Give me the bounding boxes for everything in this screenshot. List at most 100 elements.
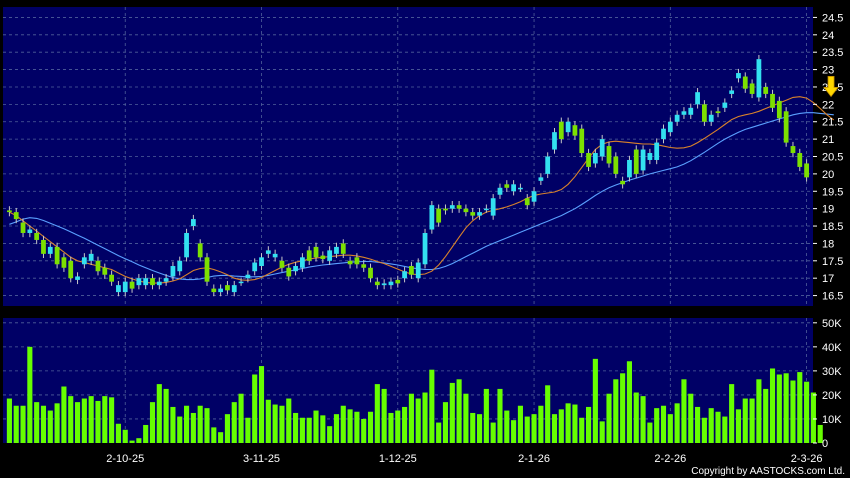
candle-up [729, 90, 735, 94]
candle-up [116, 285, 121, 293]
volume-bar [149, 402, 156, 443]
candle-up [688, 107, 694, 115]
candle-down [395, 279, 401, 284]
candle-up [627, 159, 632, 178]
price-grid [3, 7, 813, 306]
candle-up [667, 121, 673, 133]
volume-bar [177, 416, 183, 443]
price-tick-label: 17.5 [822, 256, 843, 268]
price-tick-label: 21.5 [822, 117, 843, 129]
volume-bar [115, 423, 121, 443]
volume-bar [136, 438, 142, 443]
candle-up [565, 121, 571, 133]
candle-down [374, 281, 380, 286]
volume-bar [688, 393, 694, 443]
volume-bar [476, 414, 483, 443]
volume-bar [633, 392, 639, 443]
volume-bar [190, 412, 196, 443]
candle-down [504, 184, 510, 188]
candle-down [204, 257, 210, 282]
volume-bar [695, 406, 701, 443]
volume-bar [88, 396, 94, 443]
volume-bar [647, 422, 653, 443]
candle-down [804, 163, 809, 178]
volume-bar [701, 417, 707, 443]
volume-bar [381, 388, 387, 443]
volume-bar [490, 422, 496, 443]
volume-tick-label: 20K [822, 390, 842, 402]
volume-bar [742, 398, 748, 443]
candle-down [742, 76, 748, 89]
down-arrow-icon [823, 76, 839, 98]
volume-bar [129, 440, 135, 443]
candle-down [211, 288, 217, 293]
candle-up [661, 128, 666, 140]
volume-bar [61, 386, 67, 443]
copyright-text: Copyright by AASTOCKS.com Ltd. [691, 466, 845, 477]
volume-bar [252, 374, 258, 443]
volume-bar [238, 393, 244, 443]
volume-bar [756, 379, 762, 443]
volume-bar [109, 397, 115, 443]
candle-down [129, 281, 135, 289]
candle-up [259, 257, 264, 267]
candle-down [715, 111, 721, 114]
volume-bar [551, 414, 558, 443]
volume-bar [483, 388, 489, 443]
candle-down [702, 104, 707, 122]
candle-up [402, 271, 407, 279]
volume-bar [810, 392, 816, 443]
volume-bar [347, 409, 353, 443]
candle-up [218, 288, 224, 293]
candle-up [231, 285, 237, 293]
volume-bar [804, 381, 810, 443]
volume-bar [102, 396, 108, 443]
volume-bar [74, 402, 81, 443]
candle-up [545, 156, 551, 174]
candle-down [313, 246, 319, 258]
price-tick-label: 24 [822, 30, 834, 42]
candle-down [558, 121, 564, 140]
candle-up [531, 191, 537, 202]
candle-up [674, 114, 680, 122]
candle-up [415, 262, 421, 279]
volume-bar [776, 374, 782, 443]
candle-down [109, 274, 114, 282]
volume-bar [395, 410, 401, 443]
candle-up [681, 111, 687, 115]
candle-down [340, 243, 346, 254]
volume-bar [449, 382, 455, 443]
volume-bar [354, 411, 360, 443]
volume-bar [258, 366, 265, 443]
volume-bar [436, 422, 442, 443]
volume-bar [197, 405, 203, 443]
volume-bar [306, 417, 312, 443]
price-tick-label: 24.5 [822, 12, 843, 24]
volume-bar [156, 384, 162, 443]
candle-up [538, 177, 544, 181]
x-tick-label: 2-1-26 [518, 453, 550, 465]
candle-down [279, 260, 285, 268]
candlestick-series [7, 54, 809, 297]
volume-bar [538, 405, 544, 443]
volume-bar [27, 346, 33, 443]
candle-down [54, 246, 60, 265]
ma-long-line [9, 112, 834, 281]
candle-up [163, 278, 169, 282]
candle-up [122, 281, 128, 293]
candle-up [592, 153, 598, 164]
volume-bar [797, 372, 803, 443]
candle-down [456, 205, 462, 209]
volume-bar [81, 398, 87, 443]
candle-up [75, 276, 80, 280]
price-tick-label: 19 [822, 204, 834, 216]
volume-bar [231, 402, 237, 443]
candle-down [443, 208, 448, 211]
candle-down [197, 243, 203, 258]
volume-bar [286, 398, 292, 443]
price-axis: 16.51717.51818.51919.52020.52121.52222.5… [813, 12, 843, 303]
candle-down [463, 208, 469, 213]
x-tick-label: 2-2-26 [654, 453, 686, 465]
candle-up [736, 73, 741, 79]
volume-bar [272, 404, 278, 443]
